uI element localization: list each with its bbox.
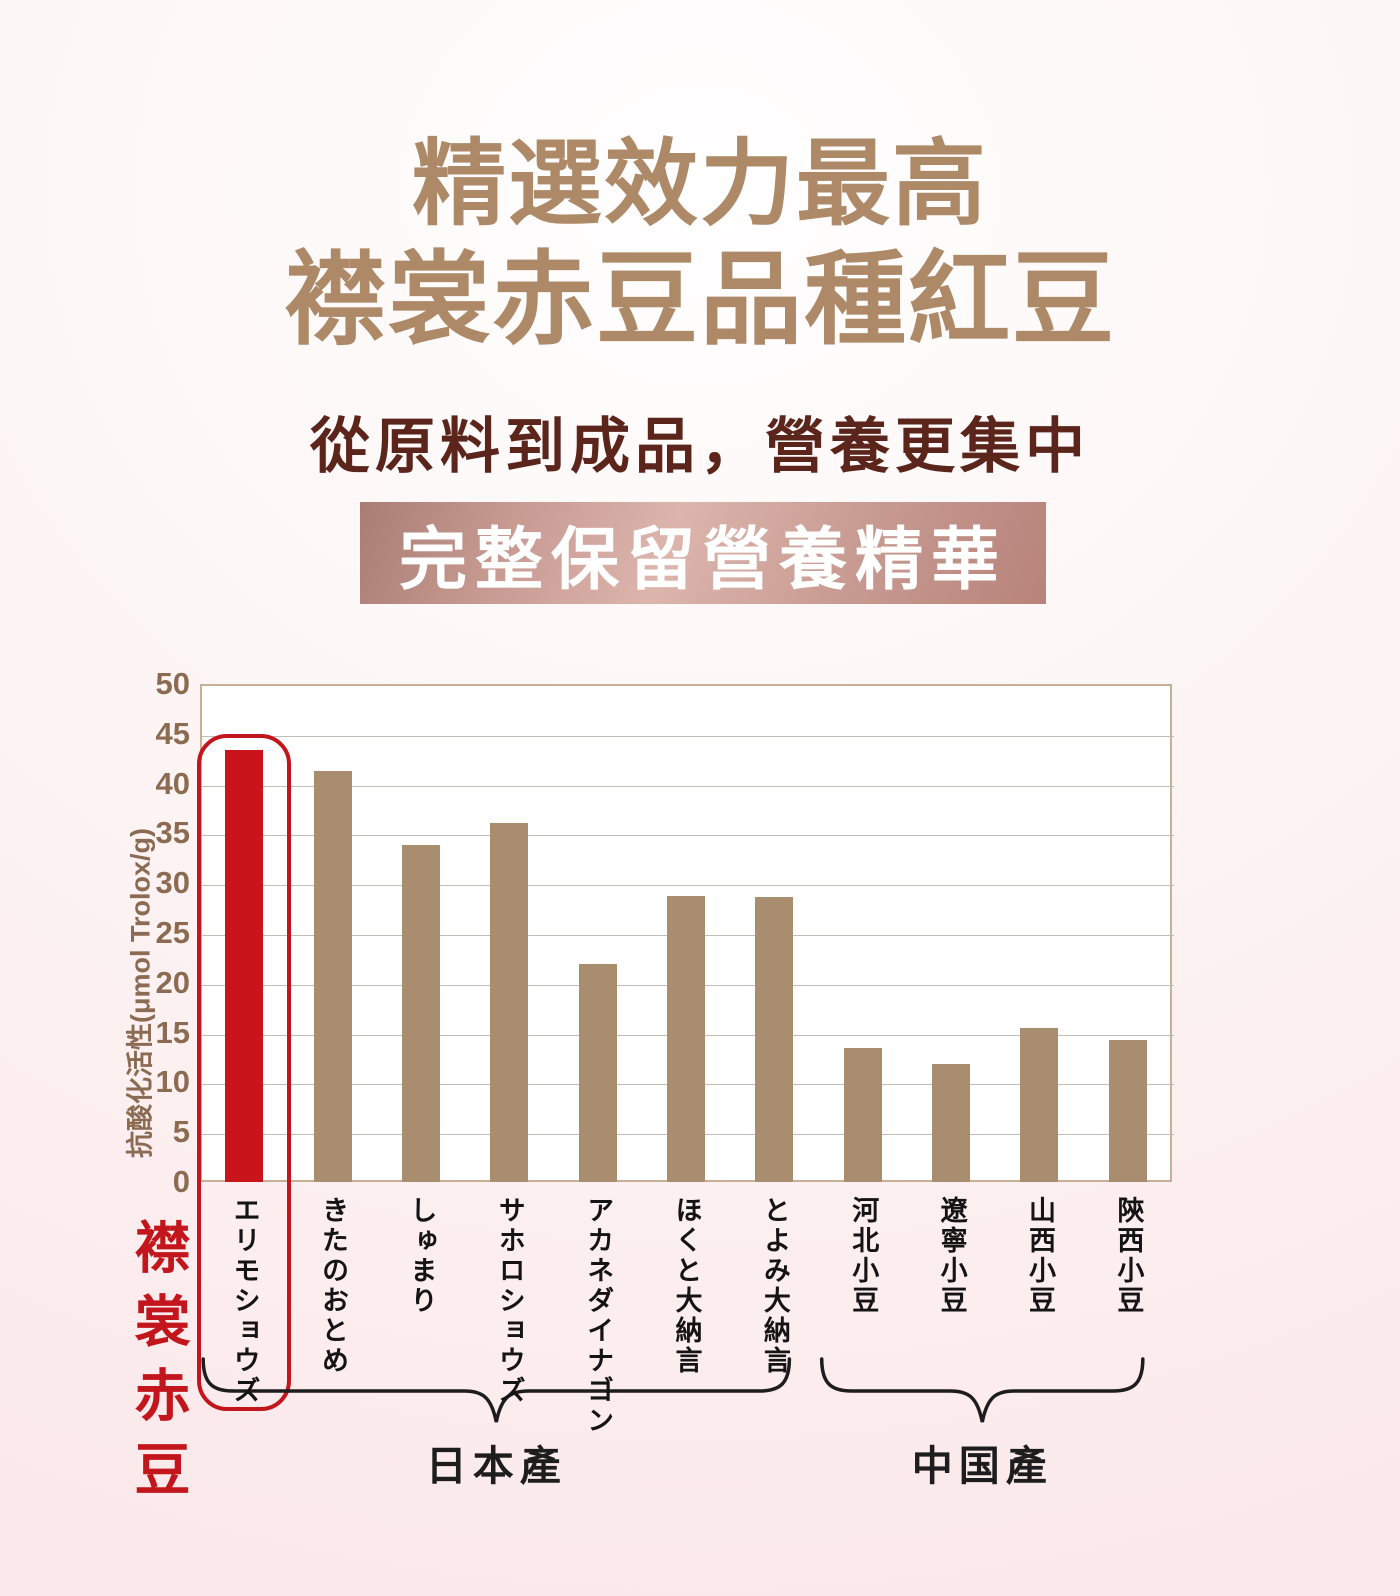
page-title-line2: 襟裳赤豆品種紅豆 [284, 243, 1116, 357]
y-tick-label: 50 [155, 666, 190, 701]
x-category-label: ほくと大納言 [671, 1196, 702, 1376]
x-category-label: アカネダイナゴン [583, 1196, 614, 1436]
gridline [202, 735, 1174, 737]
bar [932, 1064, 971, 1182]
x-category-label: エリモショウズ [229, 1196, 260, 1406]
y-tick-label: 5 [172, 1114, 190, 1150]
bar-highlighted [225, 749, 264, 1182]
gridline [202, 835, 1174, 837]
gridline [202, 885, 1174, 887]
group-brace [819, 1357, 1145, 1423]
x-category-label: 河北小豆 [848, 1196, 879, 1316]
bar [578, 963, 617, 1182]
gridline [202, 785, 1174, 787]
bar [1020, 1027, 1059, 1182]
bar [755, 897, 794, 1182]
y-tick-label: 35 [155, 815, 190, 851]
highlight-side-label: 襟裳赤豆 [127, 1218, 190, 1514]
x-category-label: 陝西小豆 [1113, 1196, 1144, 1316]
bar [490, 823, 529, 1182]
page-subtitle: 從原料到成品，營養更集中 [310, 413, 1090, 480]
highlight-banner-text: 完整保留營養精華 [398, 521, 1007, 598]
bar [313, 770, 352, 1182]
x-category-label: きたのおとめ [318, 1196, 349, 1376]
y-tick-label: 0 [172, 1164, 190, 1199]
y-tick-label: 45 [155, 715, 190, 751]
group-label: 日本產 [425, 1443, 567, 1489]
x-category-label: とよみ大納言 [759, 1196, 790, 1376]
y-tick-label: 30 [155, 865, 190, 901]
group-label: 中国產 [911, 1443, 1053, 1489]
y-tick-label: 15 [155, 1014, 190, 1050]
y-tick-label: 25 [155, 915, 190, 950]
x-category-label: 山西小豆 [1024, 1196, 1055, 1316]
x-category-label: 遼寧小豆 [936, 1196, 967, 1316]
bar [667, 896, 705, 1182]
y-tick-label: 10 [155, 1064, 190, 1100]
y-tick-label: 40 [155, 765, 190, 801]
x-category-label: しゅまり [406, 1196, 437, 1316]
y-tick-label: 20 [155, 964, 190, 1000]
bar [401, 845, 440, 1182]
x-category-label: サホロショウズ [494, 1196, 525, 1406]
bar [843, 1047, 882, 1182]
page-title-line1: 精選效力最高 [411, 131, 988, 236]
highlight-banner: 完整保留營養精華 [360, 502, 1046, 604]
bar [1108, 1039, 1147, 1182]
